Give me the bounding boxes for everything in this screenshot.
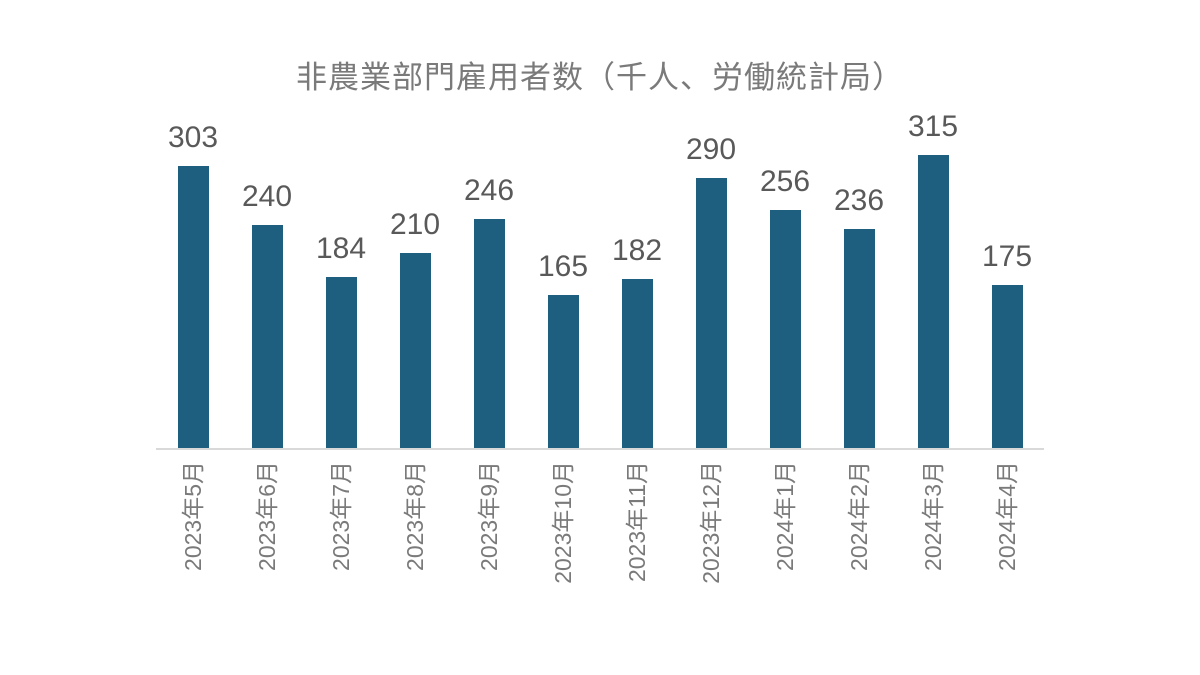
bar-value-label: 246 bbox=[463, 174, 515, 207]
bar bbox=[473, 219, 505, 448]
bar-column: 210 bbox=[378, 210, 452, 448]
x-axis-label-cell: 2023年11月 bbox=[600, 461, 674, 661]
x-axis-label: 2024年1月 bbox=[772, 461, 798, 571]
bar-column: 184 bbox=[304, 234, 378, 448]
x-axis-label-cell: 2024年2月 bbox=[822, 461, 896, 661]
bar-column: 182 bbox=[600, 236, 674, 448]
x-axis-label: 2023年11月 bbox=[624, 461, 650, 583]
x-axis-labels: 2023年5月 2023年6月 2023年7月 2023年8月 2023年9月 2023年… bbox=[156, 461, 1044, 661]
bar-value-label: 184 bbox=[315, 232, 367, 265]
bar-column: 256 bbox=[748, 167, 822, 448]
bar-value-label: 303 bbox=[167, 121, 219, 154]
x-axis-label-cell: 2023年8月 bbox=[378, 461, 452, 661]
chart-title: 非農業部門雇用者数（千人、労働統計局） bbox=[296, 60, 904, 95]
bar bbox=[695, 178, 727, 448]
x-axis-label: 2023年7月 bbox=[328, 461, 354, 571]
bar bbox=[769, 210, 801, 448]
bar-value-label: 240 bbox=[241, 180, 293, 213]
x-axis-label: 2024年2月 bbox=[846, 461, 872, 571]
bar-column: 246 bbox=[452, 176, 526, 448]
bar bbox=[399, 253, 431, 448]
x-axis-label-cell: 2024年1月 bbox=[748, 461, 822, 661]
bar bbox=[251, 225, 283, 448]
x-axis-label: 2023年8月 bbox=[402, 461, 428, 571]
x-axis-label-cell: 2023年9月 bbox=[452, 461, 526, 661]
bar-column: 236 bbox=[822, 186, 896, 448]
bar-value-label: 290 bbox=[685, 133, 737, 166]
bar-value-label: 236 bbox=[833, 184, 885, 217]
x-axis-label: 2023年9月 bbox=[476, 461, 502, 571]
bar-column: 165 bbox=[526, 252, 600, 448]
x-axis-label: 2023年5月 bbox=[180, 461, 206, 571]
bar-value-label: 315 bbox=[907, 110, 959, 143]
bar-column: 175 bbox=[970, 242, 1044, 448]
x-axis-line bbox=[156, 448, 1044, 450]
bar bbox=[991, 285, 1023, 448]
bar bbox=[843, 229, 875, 448]
x-axis-label-cell: 2024年4月 bbox=[970, 461, 1044, 661]
bar bbox=[325, 277, 357, 448]
x-axis-label-cell: 2023年12月 bbox=[674, 461, 748, 661]
x-axis-label-cell: 2023年7月 bbox=[304, 461, 378, 661]
bar-value-label: 182 bbox=[611, 234, 663, 267]
x-axis-label: 2023年6月 bbox=[254, 461, 280, 571]
bar-value-label: 210 bbox=[389, 208, 441, 241]
x-axis-label: 2024年3月 bbox=[920, 461, 946, 571]
bar-column: 303 bbox=[156, 123, 230, 448]
bar-value-label: 175 bbox=[981, 240, 1033, 273]
x-axis-label: 2023年12月 bbox=[698, 461, 724, 584]
bar-column: 240 bbox=[230, 182, 304, 448]
x-axis-label-cell: 2024年3月 bbox=[896, 461, 970, 661]
bar bbox=[177, 166, 209, 448]
bar-column: 290 bbox=[674, 135, 748, 448]
bar-value-label: 256 bbox=[759, 165, 811, 198]
bar bbox=[621, 279, 653, 448]
x-axis-label: 2023年10月 bbox=[550, 461, 576, 584]
bar bbox=[547, 295, 579, 448]
plot-area: 303 240 184 210 246 165 182 290 256 236 315 175 bbox=[156, 0, 1044, 448]
x-axis-label: 2024年4月 bbox=[994, 461, 1020, 571]
x-axis-label-cell: 2023年10月 bbox=[526, 461, 600, 661]
bar-value-label: 165 bbox=[537, 250, 589, 283]
bar-column: 315 bbox=[896, 112, 970, 448]
x-axis-label-cell: 2023年6月 bbox=[230, 461, 304, 661]
bar bbox=[917, 155, 949, 448]
x-axis-label-cell: 2023年5月 bbox=[156, 461, 230, 661]
